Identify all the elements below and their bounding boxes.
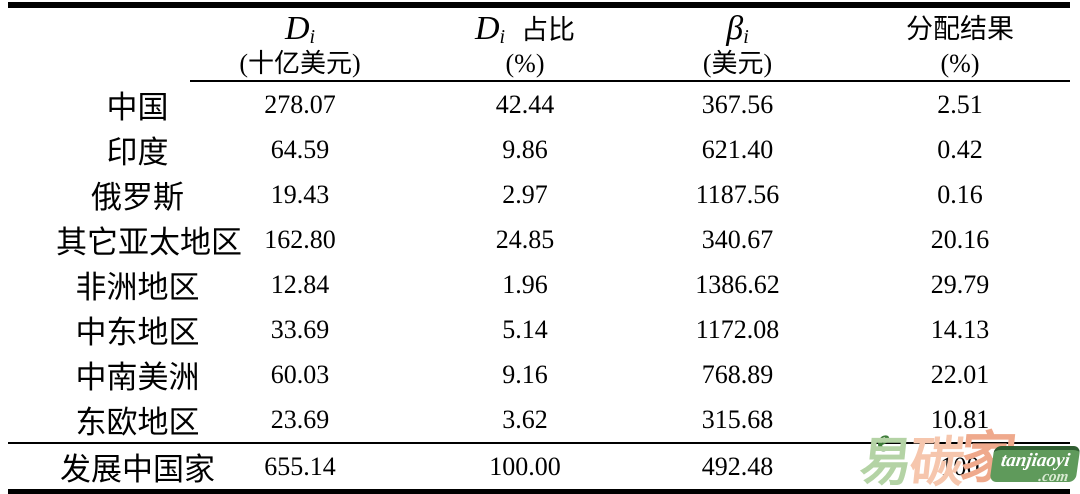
- table-row: 东欧地区 23.69 3.62 315.68 10.81: [8, 397, 1070, 443]
- beta-symbol: β: [726, 10, 744, 47]
- column-header-allocation: 分配结果 (%): [848, 5, 1070, 82]
- cell-beta: 1172.08: [695, 314, 780, 344]
- allocation-label: 分配结果: [906, 14, 1014, 44]
- cell-di-share: 2.97: [502, 179, 548, 209]
- cell-allocation: 2.51: [937, 89, 983, 119]
- header-row: Di (十亿美元) Di 占比 (%) βi (美元) 分配结果 (%): [8, 5, 1070, 82]
- cell-allocation: 20.16: [930, 224, 990, 254]
- column-header-di: Di (十亿美元): [219, 5, 411, 82]
- cell-di-share: 42.44: [495, 89, 555, 119]
- di-share-symbol: D: [474, 10, 500, 47]
- cell-di: 64.59: [270, 134, 330, 164]
- cell-beta: 367.56: [701, 89, 774, 119]
- di-symbol: D: [284, 10, 310, 47]
- table-total-row: 发展中国家 655.14 100.00 492.48 100: [8, 442, 1070, 494]
- header-di-unit: (十亿美元): [239, 49, 361, 78]
- column-header-beta: βi (美元): [631, 5, 848, 82]
- header-beta-unit: (美元): [702, 49, 773, 78]
- cell-di: 162.80: [264, 224, 336, 254]
- allocation-table: Di (十亿美元) Di 占比 (%) βi (美元) 分配结果 (%): [8, 2, 1070, 494]
- cell-beta: 621.40: [701, 134, 774, 164]
- cell-beta: 315.68: [701, 404, 774, 434]
- cell-di: 23.69: [270, 404, 330, 434]
- cell-di: 33.69: [270, 314, 330, 344]
- table-row: 非洲地区 12.84 1.96 1386.62 29.79: [8, 262, 1070, 307]
- cell-region: 俄罗斯: [91, 180, 184, 215]
- cell-beta: 1386.62: [695, 269, 780, 299]
- cell-region: 东欧地区: [75, 405, 200, 440]
- cell-allocation: 29.79: [930, 269, 990, 299]
- cell-di: 60.03: [270, 359, 330, 389]
- cell-allocation-total: 100: [848, 442, 1070, 494]
- cell-di-share: 24.85: [495, 224, 555, 254]
- cell-region: 中东地区: [75, 315, 200, 350]
- cell-region: 非洲地区: [75, 270, 200, 305]
- cell-allocation: 0.42: [937, 134, 983, 164]
- di-share-suffix: 占比: [521, 15, 576, 45]
- header-di-symbol: Di: [219, 9, 411, 49]
- cell-allocation: 10.81: [930, 404, 990, 434]
- table-row: 其它亚太地区 162.80 24.85 340.67 20.16: [8, 217, 1070, 262]
- cell-di-total: 655.14: [219, 442, 411, 494]
- cell-di-share: 9.86: [502, 134, 548, 164]
- table-row: 中东地区 33.69 5.14 1172.08 14.13: [8, 307, 1070, 352]
- header-beta-symbol: βi: [631, 9, 848, 49]
- header-underline: [190, 80, 1070, 82]
- cell-allocation: 22.01: [930, 359, 990, 389]
- cell-region: 其它亚太地区: [56, 225, 242, 260]
- cell-region-total: 发展中国家: [8, 442, 219, 494]
- cell-region: 中南美洲: [75, 360, 200, 395]
- cell-beta: 1187.56: [695, 179, 780, 209]
- table-row: 印度 64.59 9.86 621.40 0.42: [8, 127, 1070, 172]
- table-row: 中南美洲 60.03 9.16 768.89 22.01: [8, 352, 1070, 397]
- cell-beta-total: 492.48: [631, 442, 848, 494]
- header-allocation-label: 分配结果: [848, 9, 1070, 49]
- column-header-di-share: Di 占比 (%): [411, 5, 631, 82]
- table-row: 俄罗斯 19.43 2.97 1187.56 0.16: [8, 172, 1070, 217]
- cell-di: 12.84: [270, 269, 330, 299]
- table-row: 中国 278.07 42.44 367.56 2.51: [8, 82, 1070, 127]
- table-header: Di (十亿美元) Di 占比 (%) βi (美元) 分配结果 (%): [8, 5, 1070, 82]
- header-di-share-symbol: Di 占比: [411, 9, 631, 49]
- column-header-region: [8, 5, 219, 82]
- cell-region: 印度: [106, 135, 169, 170]
- table-body: 中国 278.07 42.44 367.56 2.51 印度 64.59 9.8…: [8, 82, 1070, 494]
- header-allocation-unit: (%): [940, 49, 980, 78]
- allocation-table-wrapper: Di (十亿美元) Di 占比 (%) βi (美元) 分配结果 (%): [8, 2, 1070, 494]
- cell-di: 278.07: [264, 89, 336, 119]
- cell-di-share: 1.96: [502, 269, 548, 299]
- cell-beta: 340.67: [701, 224, 774, 254]
- di-share-subscript: i: [499, 26, 506, 49]
- cell-beta: 768.89: [701, 359, 774, 389]
- cell-di-share-total: 100.00: [411, 442, 631, 494]
- cell-di-share: 3.62: [502, 404, 548, 434]
- header-di-share-unit: (%): [505, 49, 545, 78]
- di-subscript: i: [309, 26, 316, 49]
- cell-allocation: 14.13: [930, 314, 990, 344]
- cell-di-share: 9.16: [502, 359, 548, 389]
- cell-di-share: 5.14: [502, 314, 548, 344]
- beta-subscript: i: [743, 26, 749, 49]
- cell-allocation: 0.16: [937, 179, 983, 209]
- cell-di: 19.43: [270, 179, 330, 209]
- cell-region: 中国: [106, 90, 169, 125]
